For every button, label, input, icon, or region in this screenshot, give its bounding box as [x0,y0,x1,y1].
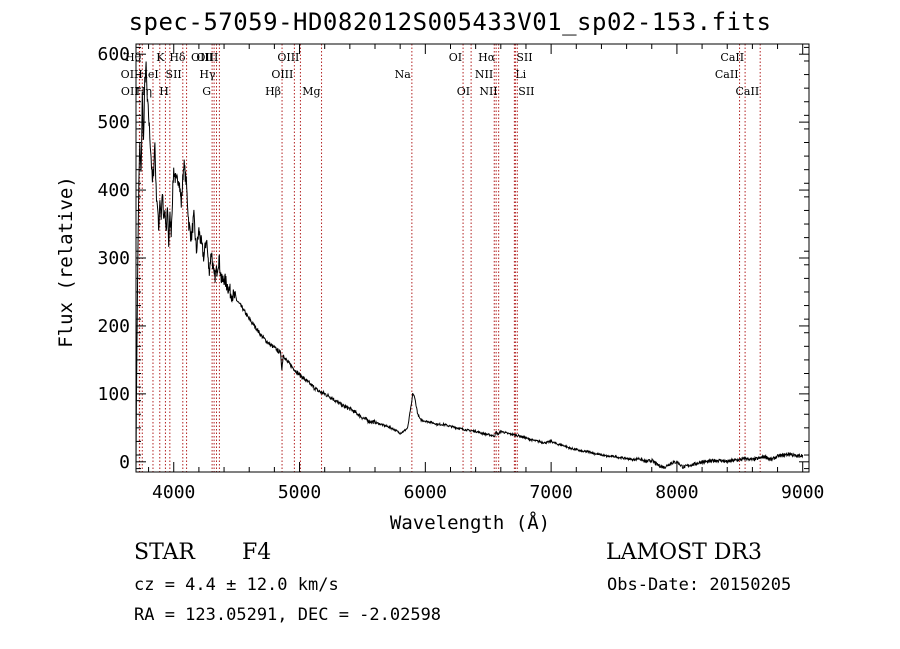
line-label-24: SII [516,51,532,64]
line-label-23: Li [515,68,526,81]
coordinates: RA = 123.05291, DEC = -2.02598 [134,605,442,625]
y-tick-label-3: 300 [97,248,130,269]
line-label-13: Hβ [265,85,281,98]
line-label-26: CaII [715,68,739,81]
plot-frame [135,43,810,473]
x-tick-label-5: 9000 [781,482,824,503]
line-label-15: OIII [277,51,299,64]
observation-date: Obs-Date: 20150205 [607,575,792,595]
line-label-6: H [159,85,169,98]
line-label-25: SII [518,85,534,98]
line-label-27: CaII [720,51,744,64]
x-tick-label-2: 6000 [404,482,447,503]
line-label-16: Mg [302,85,320,98]
line-label-11: Hγ [199,68,216,81]
object-class: STAR [134,540,195,565]
line-label-0: OII [121,68,139,81]
line-label-28: CaII [736,85,760,98]
line-label-5: K [156,51,165,64]
line-label-7: SII [166,68,182,81]
line-label-10: OIII [191,51,213,64]
x-axis-label: Wavelength (Å) [390,511,550,534]
x-tick-label-3: 7000 [529,482,572,503]
line-label-14: OIII [271,68,293,81]
line-label-3: Hη [136,85,152,98]
y-tick-label-4: 400 [97,180,130,201]
y-tick-label-6: 600 [97,44,130,65]
line-label-9: G [202,85,211,98]
spectrum-series-flux [135,61,804,470]
line-label-8: Hδ [169,51,186,64]
y-tick-label-2: 200 [97,316,130,337]
line-label-18: OI [449,51,462,64]
line-label-20: NII [475,68,493,81]
survey-name: LAMOST DR3 [606,540,762,565]
line-label-1: OII [121,85,139,98]
y-axis-label: Flux (relative) [55,176,77,348]
line-label-19: OI [457,85,470,98]
y-tick-label-0: 0 [119,452,130,473]
x-tick-label-1: 5000 [278,482,321,503]
line-label-21: Hα [478,51,496,64]
x-tick-label-4: 8000 [655,482,698,503]
redshift-cz: cz = 4.4 ± 12.0 km/s [134,575,339,595]
y-tick-label-1: 100 [97,384,130,405]
line-label-22: NII [479,85,497,98]
x-tick-label-0: 4000 [152,482,195,503]
line-label-4: HeI [138,68,158,81]
line-label-12: OIII [196,51,218,64]
y-tick-label-5: 500 [97,112,130,133]
chart-title: spec-57059-HD082012S005433V01_sp02-153.f… [128,8,772,36]
line-label-17: Na [395,68,412,81]
object-subclass: F4 [242,540,272,565]
